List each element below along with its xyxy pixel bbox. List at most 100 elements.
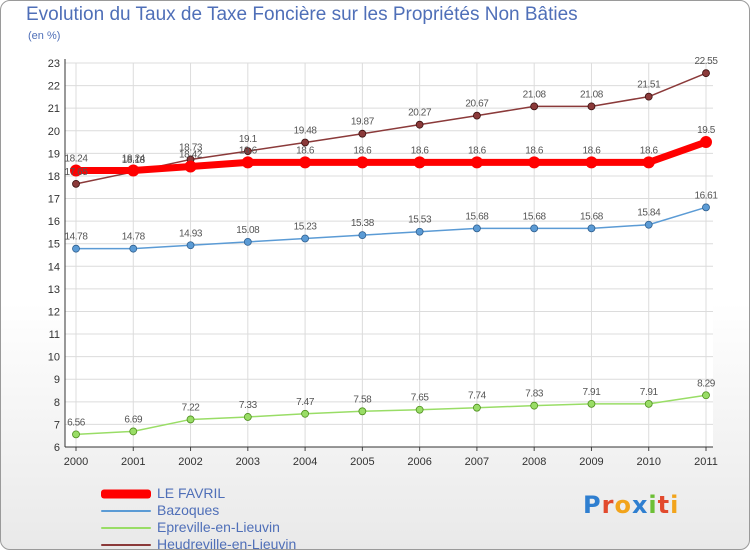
x-tick-label: 2006: [407, 456, 431, 468]
data-point: [644, 92, 653, 101]
data-point: [473, 111, 481, 120]
data-label: 22.55: [694, 56, 718, 67]
legend-label: LE FAVRIL: [157, 485, 226, 501]
data-label: 19.87: [351, 117, 375, 128]
y-tick-label: 15: [48, 239, 60, 251]
y-tick-label: 17: [48, 194, 60, 206]
data-label: 7.65: [411, 393, 430, 404]
legend-swatch: [101, 526, 151, 529]
legend-swatch: [101, 543, 151, 546]
data-label: 14.78: [122, 232, 146, 243]
y-tick-label: 8: [54, 397, 60, 409]
data-point: [301, 234, 309, 243]
data-label: 15.68: [523, 211, 547, 222]
data-label: 18.6: [525, 145, 544, 156]
data-point: [702, 391, 710, 400]
data-point: [415, 227, 424, 236]
data-point: [243, 147, 252, 155]
legend-swatch: [101, 489, 151, 498]
series-line-bazoques: [75, 206, 707, 250]
data-point: [413, 156, 426, 169]
data-point: [356, 156, 369, 169]
data-point: [473, 403, 481, 412]
data-label: 14.93: [179, 228, 203, 239]
data-point: [301, 138, 309, 147]
series-line-heudreville-en-lieuvin: [75, 72, 707, 185]
data-point: [587, 224, 596, 233]
x-tick-label: 2011: [694, 456, 718, 468]
data-point: [358, 231, 367, 240]
y-tick-label: 9: [54, 374, 60, 386]
y-tick-label: 14: [48, 261, 60, 273]
data-label: 15.68: [465, 211, 489, 222]
data-label: 21.08: [580, 89, 604, 100]
y-tick-label: 22: [48, 81, 60, 93]
data-point: [127, 164, 140, 177]
data-label: 15.84: [637, 208, 661, 219]
y-tick-label: 19: [48, 148, 60, 160]
legend-label: Epreville-en-Lieuvin: [157, 519, 280, 535]
data-point: [587, 399, 596, 408]
data-label: 18.6: [583, 145, 602, 156]
data-point: [186, 241, 195, 250]
y-tick-label: 10: [48, 352, 60, 364]
x-tick-label: 2003: [236, 456, 260, 468]
data-label: 19.1: [239, 134, 258, 145]
data-point: [644, 399, 653, 408]
series-line-le-favril: [72, 138, 710, 175]
data-label: 7.91: [640, 387, 659, 398]
data-label: 6.56: [67, 417, 86, 428]
data-label: 20.27: [408, 108, 432, 119]
data-label: 18.24: [64, 154, 88, 165]
data-label: 18.6: [468, 145, 487, 156]
y-tick-label: 18: [48, 171, 60, 183]
data-label: 6.69: [124, 414, 143, 425]
data-label: 7.58: [353, 394, 372, 405]
data-point: [587, 102, 596, 111]
data-point: [243, 237, 252, 246]
data-point: [72, 430, 80, 439]
y-tick-label: 12: [48, 306, 60, 318]
x-tick-label: 2000: [64, 456, 88, 468]
y-tick-label: 11: [49, 329, 60, 341]
data-point: [473, 224, 481, 233]
data-point: [129, 427, 138, 436]
data-point: [70, 164, 82, 177]
x-tick-label: 2005: [350, 456, 374, 468]
data-label: 18.6: [239, 145, 258, 156]
data-point: [530, 224, 539, 233]
data-label: 18.73: [179, 142, 203, 153]
data-label: 14.78: [64, 232, 88, 243]
data-label: 7.83: [525, 389, 544, 400]
data-label: 19.48: [294, 126, 318, 137]
data-point: [299, 156, 312, 169]
data-label: 18.18: [122, 155, 146, 166]
data-label: 18.6: [640, 145, 659, 156]
data-point: [530, 102, 539, 111]
data-point: [129, 244, 138, 253]
y-tick-label: 6: [54, 442, 60, 454]
y-tick-label: 21: [48, 103, 60, 115]
data-label: 18.6: [411, 145, 430, 156]
data-point: [585, 156, 598, 169]
data-point: [415, 120, 424, 129]
x-tick-label: 2002: [178, 456, 202, 468]
data-point: [700, 136, 712, 149]
data-point: [72, 244, 80, 253]
y-tick-label: 16: [48, 216, 60, 228]
data-label: 20.67: [465, 99, 489, 110]
data-label: 7.22: [182, 402, 201, 413]
data-label: 15.68: [580, 211, 604, 222]
legend-label: Heudreville-en-Lieuvin: [157, 536, 297, 550]
data-point: [702, 69, 710, 78]
data-point: [702, 203, 710, 212]
data-label: 15.38: [351, 218, 375, 229]
x-tick-label: 2010: [636, 456, 660, 468]
x-tick-label: 2008: [522, 456, 546, 468]
y-tick-label: 23: [48, 58, 60, 70]
legend-label: Bazoques: [157, 502, 220, 518]
data-label: 7.91: [583, 387, 602, 398]
x-tick-label: 2007: [465, 456, 489, 468]
